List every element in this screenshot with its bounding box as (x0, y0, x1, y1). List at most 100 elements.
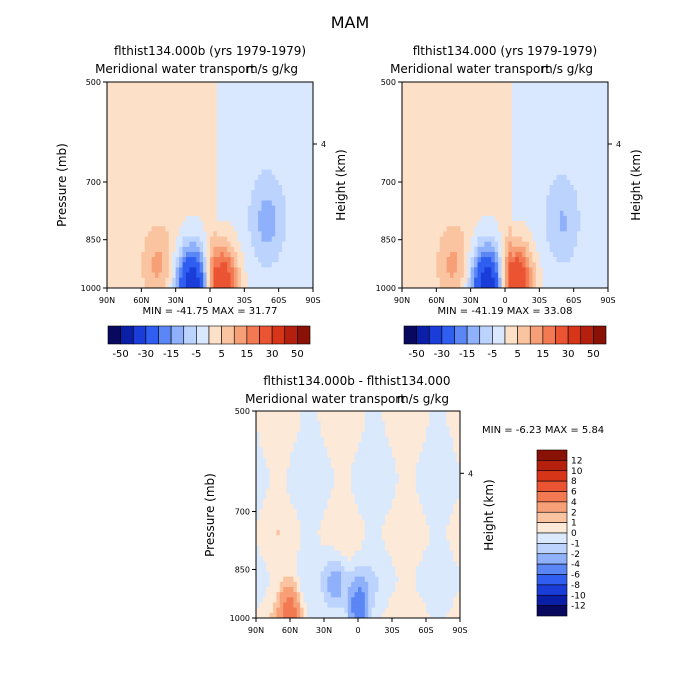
heatmap-cell (144, 231, 149, 237)
heatmap-cell (450, 169, 454, 176)
heatmap-cell (563, 92, 568, 98)
heatmap-cell (244, 231, 249, 237)
heatmap-cell (220, 221, 225, 227)
heatmap-cell (573, 231, 578, 237)
heatmap-cell (498, 102, 502, 109)
heatmap-cell (168, 87, 173, 93)
heatmap-cell (251, 107, 256, 114)
heatmap-cell (522, 221, 526, 227)
heatmap-cell (460, 128, 465, 134)
heatmap-cell (216, 174, 221, 181)
heatmap-cell (402, 174, 406, 181)
heatmap-cell (408, 215, 413, 222)
heatmap-cell (192, 221, 197, 227)
heatmap-cell (436, 246, 441, 253)
heatmap-cell (295, 133, 300, 140)
heatmap-cell (107, 148, 111, 155)
heatmap-cell (285, 164, 290, 170)
heatmap-cell (460, 92, 465, 98)
heatmap-cell (244, 272, 249, 279)
heatmap-cell (216, 102, 221, 109)
heatmap-cell (412, 226, 417, 232)
heatmap-cell (570, 118, 575, 124)
heatmap-cell (168, 118, 173, 124)
heatmap-cell (189, 236, 194, 243)
heatmap-cell (110, 282, 115, 289)
heatmap-cell (131, 195, 135, 201)
heatmap-cell (525, 97, 530, 103)
heatmap-cell (278, 241, 283, 248)
heatmap-cell (309, 143, 314, 150)
heatmap-cell (522, 282, 526, 289)
heatmap-cell (172, 97, 177, 103)
heatmap-cell (182, 236, 187, 243)
heatmap-cell (230, 205, 235, 212)
heatmap-cell (227, 190, 231, 196)
heatmap-cell (559, 82, 564, 88)
heatmap-cell (148, 205, 153, 212)
heatmap-cell (127, 164, 132, 170)
heatmap-cell (247, 174, 252, 181)
heatmap-cell (474, 282, 478, 289)
heatmap-cell (570, 210, 575, 217)
heatmap-cell (192, 154, 197, 160)
heatmap-cell (302, 277, 307, 284)
heatmap-cell (422, 164, 427, 170)
heatmap-cell (192, 82, 197, 88)
heatmap-cell (604, 215, 609, 222)
heatmap-cell (583, 92, 588, 98)
heatmap-cell (155, 92, 159, 98)
heatmap-cell (439, 231, 444, 237)
heatmap-cell (107, 251, 111, 258)
heatmap-cell (107, 82, 111, 88)
heatmap-cell (566, 231, 571, 237)
heatmap-cell (256, 524, 260, 531)
heatmap-cell (234, 215, 238, 222)
heatmap-cell (151, 272, 156, 279)
heatmap-cell (244, 221, 249, 227)
heatmap-cell (213, 92, 218, 98)
heatmap-cell (498, 282, 502, 289)
heatmap-cell (271, 231, 276, 237)
heatmap-cell (559, 185, 564, 191)
colorbar-label: -30 (434, 349, 450, 360)
heatmap-cell (113, 277, 118, 284)
colorbar-swatch (567, 325, 582, 345)
heatmap-cell (505, 190, 509, 196)
heatmap-cell (216, 148, 221, 155)
heatmap-cell (261, 221, 266, 227)
heatmap-cell (261, 164, 266, 170)
heatmap-cell (580, 195, 585, 201)
heatmap-cell (259, 467, 264, 474)
heatmap-cell (168, 82, 173, 88)
heatmap-cell (254, 205, 259, 212)
heatmap-cell (302, 210, 307, 217)
heatmap-cell (436, 123, 441, 129)
heatmap-cell (158, 143, 163, 150)
heatmap-cell (412, 128, 417, 134)
heatmap-cell (295, 251, 300, 258)
heatmap-cell (165, 241, 170, 248)
heatmap-cell (199, 174, 204, 181)
heatmap-cell (590, 210, 595, 217)
heatmap-cell (436, 82, 441, 88)
heatmap-cell (206, 87, 211, 93)
heatmap-cell (127, 143, 132, 150)
heatmap-cell (477, 241, 482, 248)
heatmap-cell (134, 251, 139, 258)
heatmap-cell (268, 159, 273, 165)
heatmap-cell (113, 215, 118, 222)
heatmap-cell (484, 282, 489, 289)
heatmap-cell (199, 262, 204, 268)
heatmap-cell (271, 174, 276, 181)
heatmap-cell (518, 112, 523, 119)
heatmap-cell (120, 251, 125, 258)
heatmap-cell (251, 221, 256, 227)
heatmap-cell (230, 92, 235, 98)
heatmap-cell (463, 272, 468, 279)
heatmap-cell (213, 200, 218, 206)
heatmap-cell (148, 221, 153, 227)
heatmap-cell (553, 200, 557, 206)
heatmap-cell (446, 190, 451, 196)
heatmap-cell (309, 251, 314, 258)
